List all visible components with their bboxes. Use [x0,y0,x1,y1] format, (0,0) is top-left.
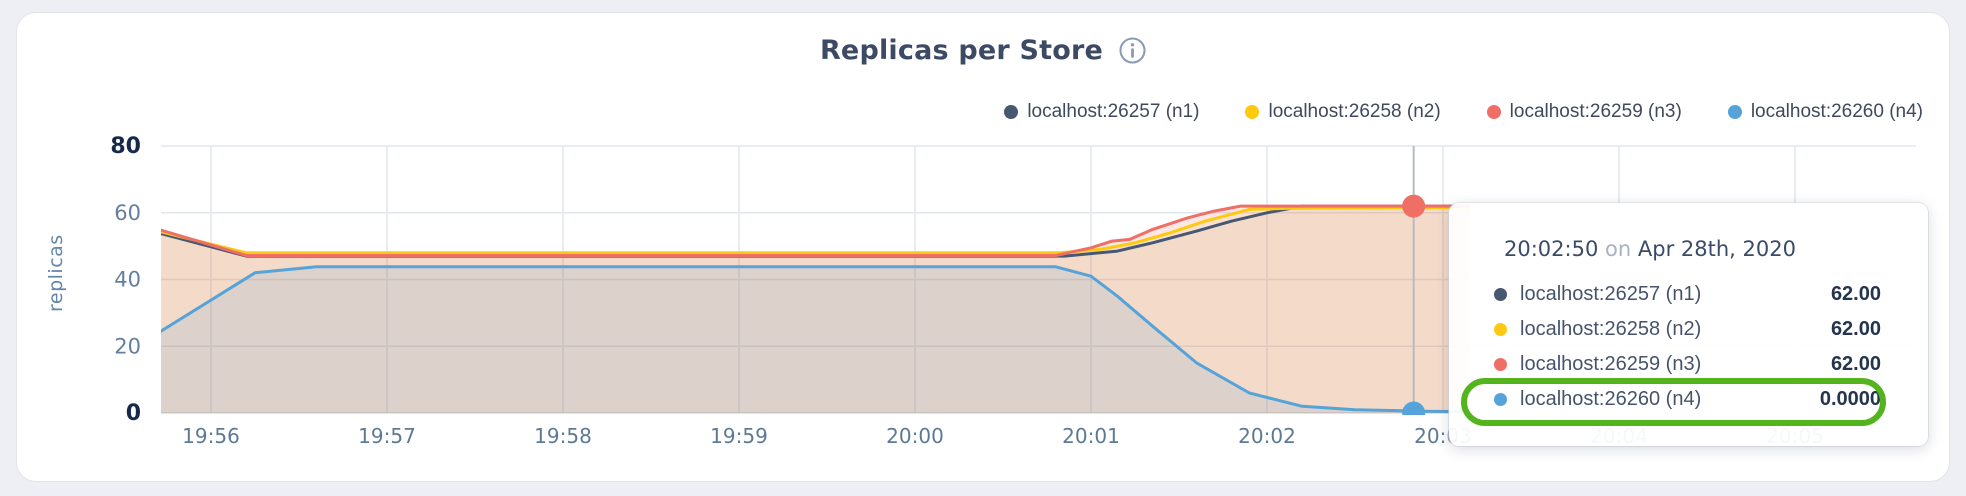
legend-dot [1004,105,1019,119]
tooltip-time: 20:02:50 [1504,237,1599,261]
chart-legend: localhost:26257 (n1) localhost:26258 (n2)… [1004,101,1923,123]
chart-card: Replicas per Store localhost:26257 (n1) l… [16,12,1950,482]
legend-item-n1[interactable]: localhost:26257 (n1) [1004,101,1199,123]
y-tick-label: 0 [126,401,141,426]
series-line [161,265,1470,414]
x-tick-label: 19:59 [710,424,768,448]
hover-tooltip: 20:02:50 on Apr 28th, 2020 localhost:262… [1449,203,1928,446]
tooltip-row-value: 62.00 [1830,283,1881,305]
info-icon[interactable] [1119,37,1146,64]
x-tick-label: 20:00 [886,424,944,448]
hover-marker [1402,401,1426,415]
tooltip-row-dot [1494,323,1507,336]
legend-item-n2[interactable]: localhost:26258 (n2) [1245,101,1441,123]
tooltip-row-value: 62.00 [1830,318,1881,340]
tooltip-timestamp: 20:02:50 on Apr 28th, 2020 [1504,237,1881,261]
tooltip-row-value: 0.0000 [1819,388,1881,410]
tooltip-row-n1: localhost:26257 (n1) 62.00 [1494,277,1881,312]
legend-dot [1245,105,1260,119]
tooltip-date: Apr 28th, 2020 [1637,237,1796,261]
legend-dot [1727,105,1742,119]
legend-label: localhost:26258 (n2) [1268,101,1441,122]
legend-label: localhost:26257 (n1) [1027,101,1200,122]
legend-item-n3[interactable]: localhost:26259 (n3) [1486,101,1682,123]
y-tick-label: 60 [114,201,141,225]
chart-title: Replicas per Store [819,35,1104,66]
x-tick-label: 20:02 [1238,424,1296,448]
tooltip-row-n2: localhost:26258 (n2) 62.00 [1494,312,1881,347]
series-area [161,206,1470,413]
hover-marker [1402,194,1426,218]
tooltip-rows: localhost:26257 (n1) 62.00 localhost:26258… [1494,277,1881,417]
x-tick-label: 20:01 [1062,424,1120,448]
tooltip-row-label: localhost:26259 (n3) [1520,353,1702,375]
tooltip-row-n4: localhost:26260 (n4) 0.0000 [1494,382,1881,417]
legend-dot [1486,105,1501,119]
tooltip-on-word: on [1605,237,1632,261]
x-tick-label: 19:57 [358,424,416,448]
tooltip-row-label: localhost:26258 (n2) [1520,318,1702,340]
tooltip-row-dot [1494,393,1507,406]
tooltip-row-dot [1494,358,1507,371]
tooltip-row-label: localhost:26257 (n1) [1520,283,1702,305]
series-line [161,206,1470,255]
x-tick-label: 19:56 [182,424,240,448]
legend-label: localhost:26260 (n4) [1750,101,1923,122]
series-area [161,206,1470,413]
tooltip-row-label: localhost:26260 (n4) [1520,388,1702,410]
legend-item-n4[interactable]: localhost:26260 (n4) [1727,101,1923,123]
series-area [161,266,1470,413]
tooltip-row-dot [1494,288,1507,301]
tooltip-row-n3: localhost:26259 (n3) 62.00 [1494,347,1881,382]
series-line [161,204,1470,257]
x-tick-label: 19:58 [534,424,592,448]
series-area [161,207,1470,413]
legend-label: localhost:26259 (n3) [1509,101,1682,122]
tooltip-row-value: 62.00 [1830,353,1881,375]
y-tick-label: 80 [110,134,141,159]
y-tick-label: 20 [114,334,141,358]
y-tick-label: 40 [114,268,141,292]
chart-header: Replicas per Store [17,35,1949,66]
